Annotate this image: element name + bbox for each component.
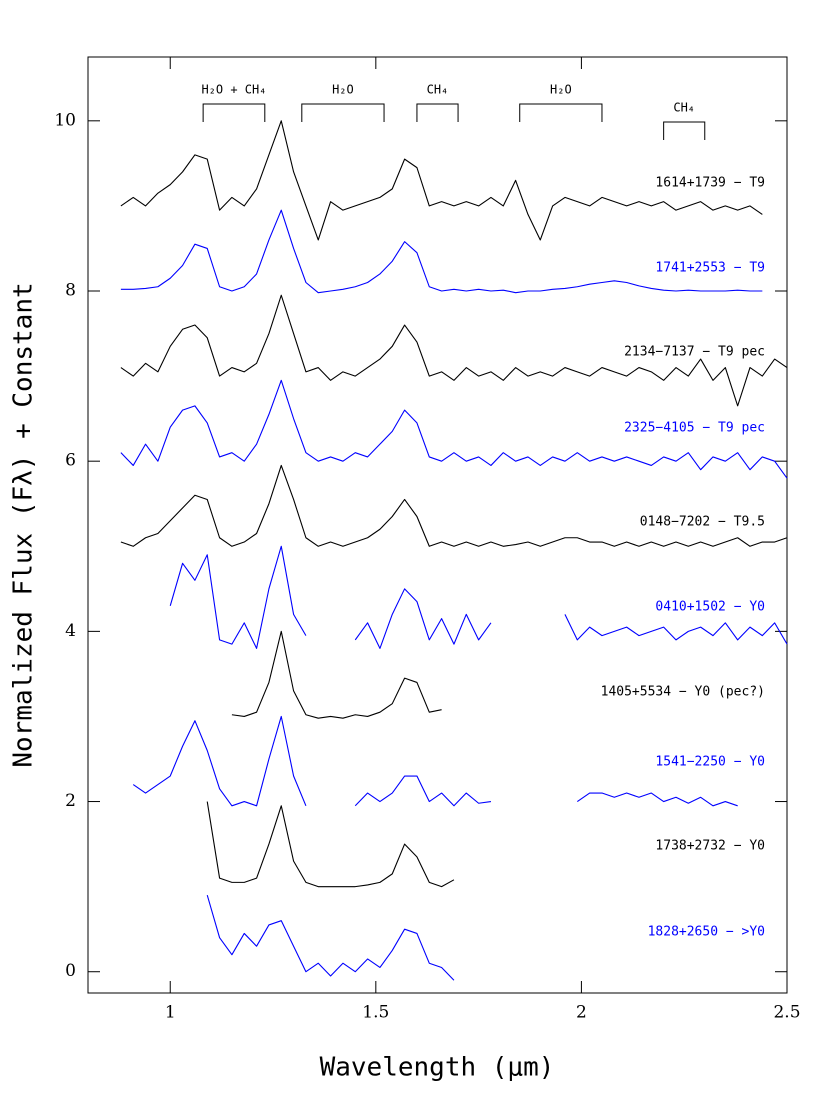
band-bracket — [663, 121, 706, 140]
band-bracket — [301, 103, 385, 122]
spectrum-line — [120, 294, 788, 407]
series-label: 1541−2250 − Y0 — [655, 755, 765, 770]
x-axis-title: Wavelength (μm) — [320, 1053, 555, 1083]
spectrum-line — [169, 545, 788, 649]
y-tick-label: 8 — [65, 281, 76, 301]
band-label: CH₄ — [673, 101, 695, 115]
y-tick-label: 10 — [54, 110, 76, 130]
spectrum-line — [206, 894, 455, 981]
spectrum-line — [120, 379, 788, 479]
series-label: 1405+5534 − Y0 (pec?) — [601, 685, 765, 700]
spectrum-line — [132, 715, 738, 807]
y-tick-label: 6 — [65, 451, 76, 471]
spectrum-line — [231, 630, 442, 719]
spectrum-line — [206, 801, 455, 888]
band-bracket — [519, 103, 603, 122]
series-label: 1828+2650 − >Y0 — [648, 925, 765, 940]
x-tick-label: 2.5 — [773, 1003, 800, 1023]
spectrum-line — [120, 209, 763, 294]
band-label: H₂O — [332, 83, 354, 97]
band-label: H₂O + CH₄ — [201, 83, 266, 97]
band-label: CH₄ — [427, 83, 449, 97]
series-label: 1741+2553 − T9 — [655, 261, 765, 276]
x-tick-label: 1.5 — [362, 1003, 389, 1023]
series-label: 2325−4105 − T9 pec — [624, 421, 765, 436]
band-bracket — [202, 103, 266, 122]
series-label: 1738+2732 − Y0 — [655, 839, 765, 854]
spectrum-line — [120, 120, 763, 241]
x-tick-label: 2 — [576, 1003, 587, 1023]
band-bracket — [416, 103, 459, 122]
band-label: H₂O — [550, 83, 572, 97]
y-tick-label: 0 — [65, 961, 76, 981]
spectrum-line — [120, 464, 788, 547]
y-tick-label: 2 — [65, 791, 76, 811]
y-tick-label: 4 — [65, 621, 76, 641]
plot-frame — [87, 56, 788, 994]
series-label: 0148−7202 − T9.5 — [640, 515, 765, 530]
y-axis-title: Normalized Flux (Fλ) + Constant — [9, 282, 39, 767]
series-label: 1614+1739 − T9 — [655, 176, 765, 191]
x-tick-label: 1 — [165, 1003, 176, 1023]
series-label: 0410+1502 − Y0 — [655, 600, 765, 615]
series-label: 2134−7137 − T9 pec — [624, 345, 765, 360]
